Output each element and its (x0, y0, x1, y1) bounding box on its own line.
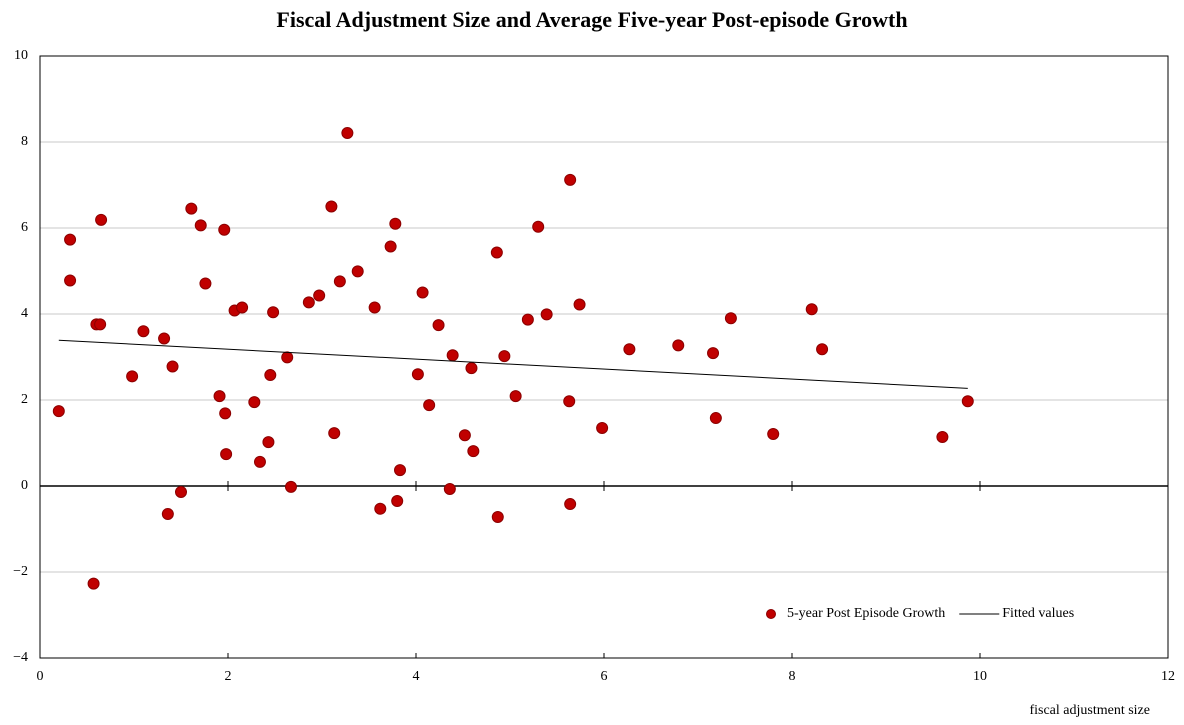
legend-marker (766, 609, 776, 619)
scatter-point (213, 390, 226, 403)
y-tick-label: 4 (21, 306, 28, 321)
scatter-point (432, 319, 445, 332)
scatter-point (158, 332, 171, 345)
x-tick-label: 6 (601, 669, 608, 684)
scatter-point (423, 399, 436, 412)
scatter-point (416, 286, 429, 299)
legend-label: Fitted values (1002, 606, 1074, 621)
scatter-point (64, 274, 77, 287)
y-tick-label: −2 (13, 564, 28, 579)
y-tick-label: 2 (21, 392, 28, 407)
scatter-point (816, 343, 829, 356)
scatter-point (961, 395, 974, 408)
scatter-point (623, 343, 636, 356)
scatter-point (175, 486, 187, 499)
scatter-point (724, 312, 737, 325)
scatter-point (333, 275, 346, 288)
scatter-point (394, 464, 407, 477)
x-tick-label: 2 (225, 669, 232, 684)
scatter-point (563, 395, 576, 408)
scatter-point (199, 277, 212, 290)
scatter-point (94, 318, 107, 331)
scatter-point (220, 448, 233, 461)
x-tick-label: 4 (413, 669, 420, 684)
scatter-point (161, 507, 174, 520)
scatter-point (313, 289, 326, 302)
scatter-point (368, 301, 381, 314)
scatter-point (374, 502, 387, 515)
scatter-point (248, 396, 261, 409)
scatter-point (443, 483, 456, 496)
chart-title: Fiscal Adjustment Size and Average Five-… (276, 7, 907, 32)
scatter-point (219, 407, 232, 420)
y-tick-label: 10 (14, 48, 28, 63)
fitted-line (58, 339, 968, 389)
x-tick-label: 0 (37, 669, 44, 684)
x-tick-label: 10 (973, 669, 987, 684)
scatter-point (264, 369, 277, 382)
scatter-point (564, 498, 577, 511)
y-tick-label: 8 (21, 134, 28, 149)
scatter-point (709, 412, 722, 425)
scatter-point (389, 217, 402, 230)
scatter-point (540, 308, 553, 321)
scatter-point (302, 296, 315, 309)
scatter-point (509, 390, 522, 403)
scatter-point (446, 349, 459, 362)
scatter-point (236, 301, 249, 314)
scatter-point (767, 427, 780, 440)
scatter-point (391, 495, 404, 508)
plot-frame (39, 55, 1169, 659)
scatter-point (521, 313, 534, 326)
x-tick-label: 8 (789, 669, 796, 684)
scatter-point (284, 480, 297, 493)
scatter-point (126, 370, 139, 383)
scatter-point (218, 223, 231, 236)
scatter-point (564, 173, 577, 186)
scatter-point (532, 220, 545, 233)
scatter-point (185, 202, 198, 215)
x-tick-label: 12 (1161, 669, 1175, 684)
scatter-point (672, 339, 685, 352)
scatter-point (936, 430, 949, 443)
legend-label: 5-year Post Episode Growth (787, 606, 945, 621)
scatter-point (351, 265, 364, 278)
scatter-point (166, 360, 179, 373)
scatter-point (281, 351, 294, 364)
scatter-point (87, 577, 100, 590)
scatter-point (805, 303, 818, 316)
scatter-point (267, 306, 280, 319)
scatter-point (707, 347, 720, 360)
scatter-point (411, 368, 424, 381)
scatter-point (458, 429, 471, 442)
scatter-point (465, 362, 478, 375)
scatter-point (95, 213, 108, 226)
scatter-point (498, 350, 511, 363)
x-axis-label: fiscal adjustment size (1029, 703, 1150, 718)
scatter-point (262, 436, 275, 449)
scatter-point (573, 298, 586, 311)
scatter-point (64, 233, 77, 246)
scatter-point (467, 445, 480, 458)
scatter-point (491, 510, 504, 523)
scatter-point (384, 240, 397, 253)
scatter-point (596, 421, 609, 434)
y-tick-label: −4 (13, 650, 28, 665)
scatter-point (325, 200, 338, 213)
scatter-point (52, 405, 65, 418)
scatter-point (137, 325, 150, 338)
y-tick-label: 6 (21, 220, 28, 235)
scatter-point (490, 246, 503, 259)
scatter-point (328, 427, 341, 440)
y-tick-label: 0 (21, 478, 28, 493)
scatter-point (341, 126, 354, 139)
scatter-point (194, 219, 207, 232)
scatter-point (253, 455, 266, 468)
